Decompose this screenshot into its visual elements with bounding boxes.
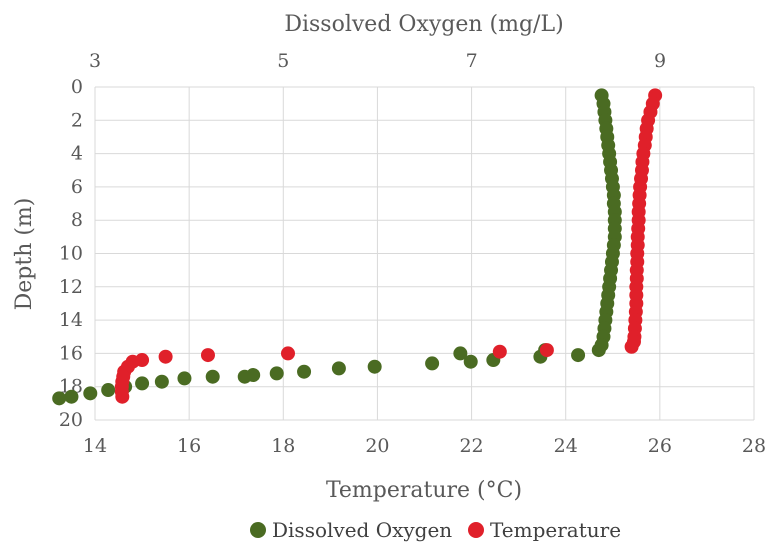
y-tick-label: 0 [71, 76, 83, 98]
x-top-tick-label: 5 [277, 50, 289, 72]
temperature-point [539, 343, 554, 358]
dissolved-oxygen-point [425, 356, 440, 371]
temperature-point [200, 348, 215, 363]
dissolved-oxygen-point [463, 354, 478, 369]
dissolved-oxygen-point [269, 366, 284, 381]
dissolved-oxygen-point [177, 371, 192, 386]
series-layer [52, 88, 663, 406]
dissolved-oxygen-point [64, 389, 79, 404]
temperature-point [115, 389, 130, 404]
dissolved-oxygen-point [571, 348, 586, 363]
gridlines [94, 86, 755, 421]
y-tick-label: 6 [71, 176, 83, 198]
series-temperature [114, 88, 663, 404]
top-axis-ticks: 3 5 7 9 [89, 50, 666, 72]
x-bottom-tick-label: 22 [459, 435, 483, 457]
x-bottom-tick-label: 14 [83, 435, 107, 457]
legend-marker-dissolved-oxygen [250, 522, 266, 538]
x-bottom-tick-label: 20 [365, 435, 389, 457]
temperature-point [624, 339, 639, 354]
temperature-point [492, 344, 507, 359]
x-bottom-tick-label: 16 [177, 435, 201, 457]
bottom-axis-title: Temperature (°C) [326, 478, 522, 503]
dissolved-oxygen-point [591, 343, 606, 358]
dissolved-oxygen-point [331, 361, 346, 376]
x-bottom-tick-label: 24 [554, 435, 578, 457]
y-tick-label: 18 [59, 376, 83, 398]
legend-marker-temperature [468, 522, 484, 538]
y-axis-title: Depth (m) [12, 198, 37, 311]
x-bottom-tick-label: 28 [742, 435, 766, 457]
top-axis-title: Dissolved Oxygen (mg/L) [284, 12, 563, 37]
y-tick-label: 14 [59, 309, 83, 331]
x-top-tick-label: 9 [654, 50, 666, 72]
dissolved-oxygen-point [135, 376, 150, 391]
dissolved-oxygen-point [52, 391, 67, 406]
bottom-axis-ticks: 14 16 18 20 22 24 26 28 [83, 435, 766, 457]
dissolved-oxygen-point [297, 364, 312, 379]
y-tick-label: 4 [71, 143, 83, 165]
x-bottom-tick-label: 18 [271, 435, 295, 457]
dissolved-oxygen-point [101, 383, 116, 398]
dissolved-oxygen-point [154, 374, 169, 389]
y-tick-label: 8 [71, 209, 83, 231]
legend-label-temperature: Temperature [490, 518, 621, 542]
dissolved-oxygen-point [453, 346, 468, 361]
y-tick-label: 20 [59, 409, 83, 431]
legend: Dissolved Oxygen Temperature [250, 518, 621, 542]
y-tick-label: 10 [59, 243, 83, 265]
legend-label-dissolved-oxygen: Dissolved Oxygen [272, 518, 452, 542]
dissolved-oxygen-point [237, 369, 252, 384]
temperature-point [280, 346, 295, 361]
dissolved-oxygen-point [367, 359, 382, 374]
y-axis-ticks: 0 2 4 6 8 10 12 14 16 18 20 [59, 76, 83, 431]
dissolved-oxygen-point [205, 369, 220, 384]
y-tick-label: 16 [59, 342, 83, 364]
x-top-tick-label: 3 [89, 50, 101, 72]
y-tick-label: 2 [71, 109, 83, 131]
dissolved-oxygen-point [83, 386, 98, 401]
y-tick-label: 12 [59, 276, 83, 298]
temperature-point [158, 349, 173, 364]
x-top-tick-label: 7 [466, 50, 478, 72]
x-bottom-tick-label: 26 [648, 435, 672, 457]
